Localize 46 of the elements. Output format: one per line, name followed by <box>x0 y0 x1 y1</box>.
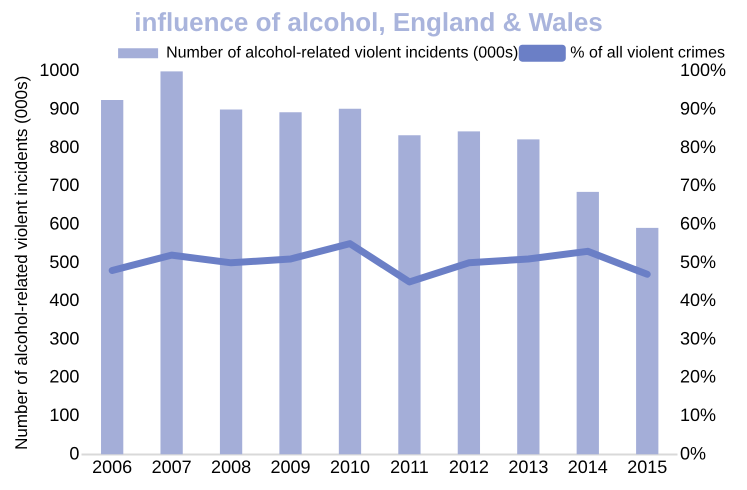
y-tick-label: 800 <box>49 136 80 157</box>
y2-tick-label: 30% <box>680 328 716 348</box>
bar <box>220 110 242 454</box>
x-tick-label: 2009 <box>270 457 311 478</box>
y-tick-label: 100 <box>49 405 80 426</box>
x-tick-label: 2008 <box>211 457 252 478</box>
x-tick-label: 2015 <box>627 457 668 478</box>
y-tick-label: 600 <box>49 213 80 234</box>
y-tick-label: 500 <box>49 252 80 272</box>
y-tick-label: 900 <box>49 98 80 118</box>
bar <box>160 71 183 454</box>
bar <box>636 228 658 454</box>
legend-label: % of all violent crimes <box>570 44 725 62</box>
x-tick-label: 2010 <box>330 457 370 478</box>
bar <box>101 100 124 454</box>
x-tick-label: 2012 <box>448 457 489 478</box>
y-tick-label: 1000 <box>39 60 80 80</box>
y2-tick-label: 50% <box>680 252 716 272</box>
y2-tick-label: 90% <box>680 98 716 118</box>
y2-tick-label: 60% <box>680 213 716 234</box>
x-tick-label: 2014 <box>568 457 608 478</box>
x-tick-label: 2013 <box>508 457 548 478</box>
y2-tick-label: 100% <box>680 60 726 80</box>
x-tick-label: 2011 <box>390 457 429 478</box>
y-tick-label: 0 <box>69 443 80 464</box>
legend-label: Number of alcohol-related violent incidents (000s) <box>166 44 518 62</box>
y-axis-title: Number of alcohol-related violent incidents (000s) <box>12 76 31 450</box>
y-tick-label: 200 <box>49 366 80 387</box>
x-tick-label: 2007 <box>152 457 192 478</box>
bar <box>576 192 599 454</box>
y-tick-label: 700 <box>49 175 80 196</box>
y-tick-label: 400 <box>49 290 80 310</box>
y2-tick-label: 20% <box>680 366 716 387</box>
chart-title: influence of alcohol, England & Wales <box>134 6 603 37</box>
bar <box>458 131 480 454</box>
y2-tick-label: 10% <box>680 405 716 426</box>
bar <box>517 139 540 454</box>
bar <box>279 112 302 454</box>
y2-tick-label: 80% <box>680 136 716 157</box>
y2-tick-label: 40% <box>680 290 716 310</box>
bar <box>338 108 362 454</box>
y2-tick-label: 70% <box>680 175 716 196</box>
x-tick-label: 2006 <box>92 457 132 478</box>
y-tick-label: 300 <box>49 328 80 348</box>
y2-tick-label: 0% <box>680 443 706 464</box>
bar <box>398 135 421 454</box>
